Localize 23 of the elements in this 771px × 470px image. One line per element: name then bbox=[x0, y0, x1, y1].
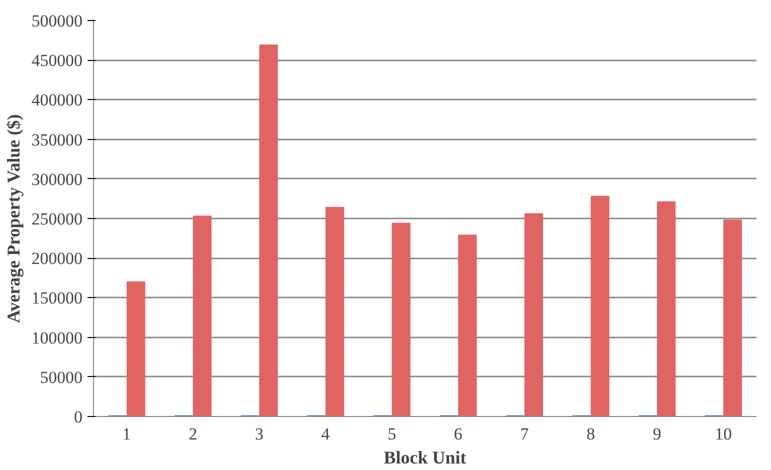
x-tick-label: 4 bbox=[321, 424, 330, 444]
y-tick-label: 200000 bbox=[32, 249, 82, 268]
x-tick-label: 9 bbox=[652, 424, 662, 444]
x-tick-label: 3 bbox=[255, 424, 264, 444]
x-tick-label: 5 bbox=[388, 424, 396, 444]
y-tick-label: 450000 bbox=[32, 51, 82, 70]
x-axis-title: Block Unit bbox=[384, 448, 466, 468]
y-tick-label: 300000 bbox=[32, 170, 82, 189]
y-axis-title: Average Property Value ($) bbox=[4, 114, 24, 324]
y-tick-label: 500000 bbox=[32, 12, 82, 30]
y-tick-label: 350000 bbox=[32, 130, 82, 150]
x-tick-label: 7 bbox=[520, 424, 530, 444]
y-tick-label: 400000 bbox=[32, 90, 82, 110]
y-tick-label: 250000 bbox=[32, 210, 82, 228]
x-tick-label: 10 bbox=[714, 424, 732, 444]
x-tick-label: 1 bbox=[122, 424, 131, 444]
x-tick-label: 8 bbox=[586, 424, 595, 444]
y-tick-label: 50000 bbox=[40, 368, 82, 387]
x-tick-label: 6 bbox=[454, 424, 462, 444]
y-tick-label: 100000 bbox=[32, 328, 82, 348]
y-tick-label: 150000 bbox=[32, 288, 82, 308]
x-tick-label: 2 bbox=[188, 424, 198, 444]
y-tick-label: 0 bbox=[74, 408, 82, 426]
